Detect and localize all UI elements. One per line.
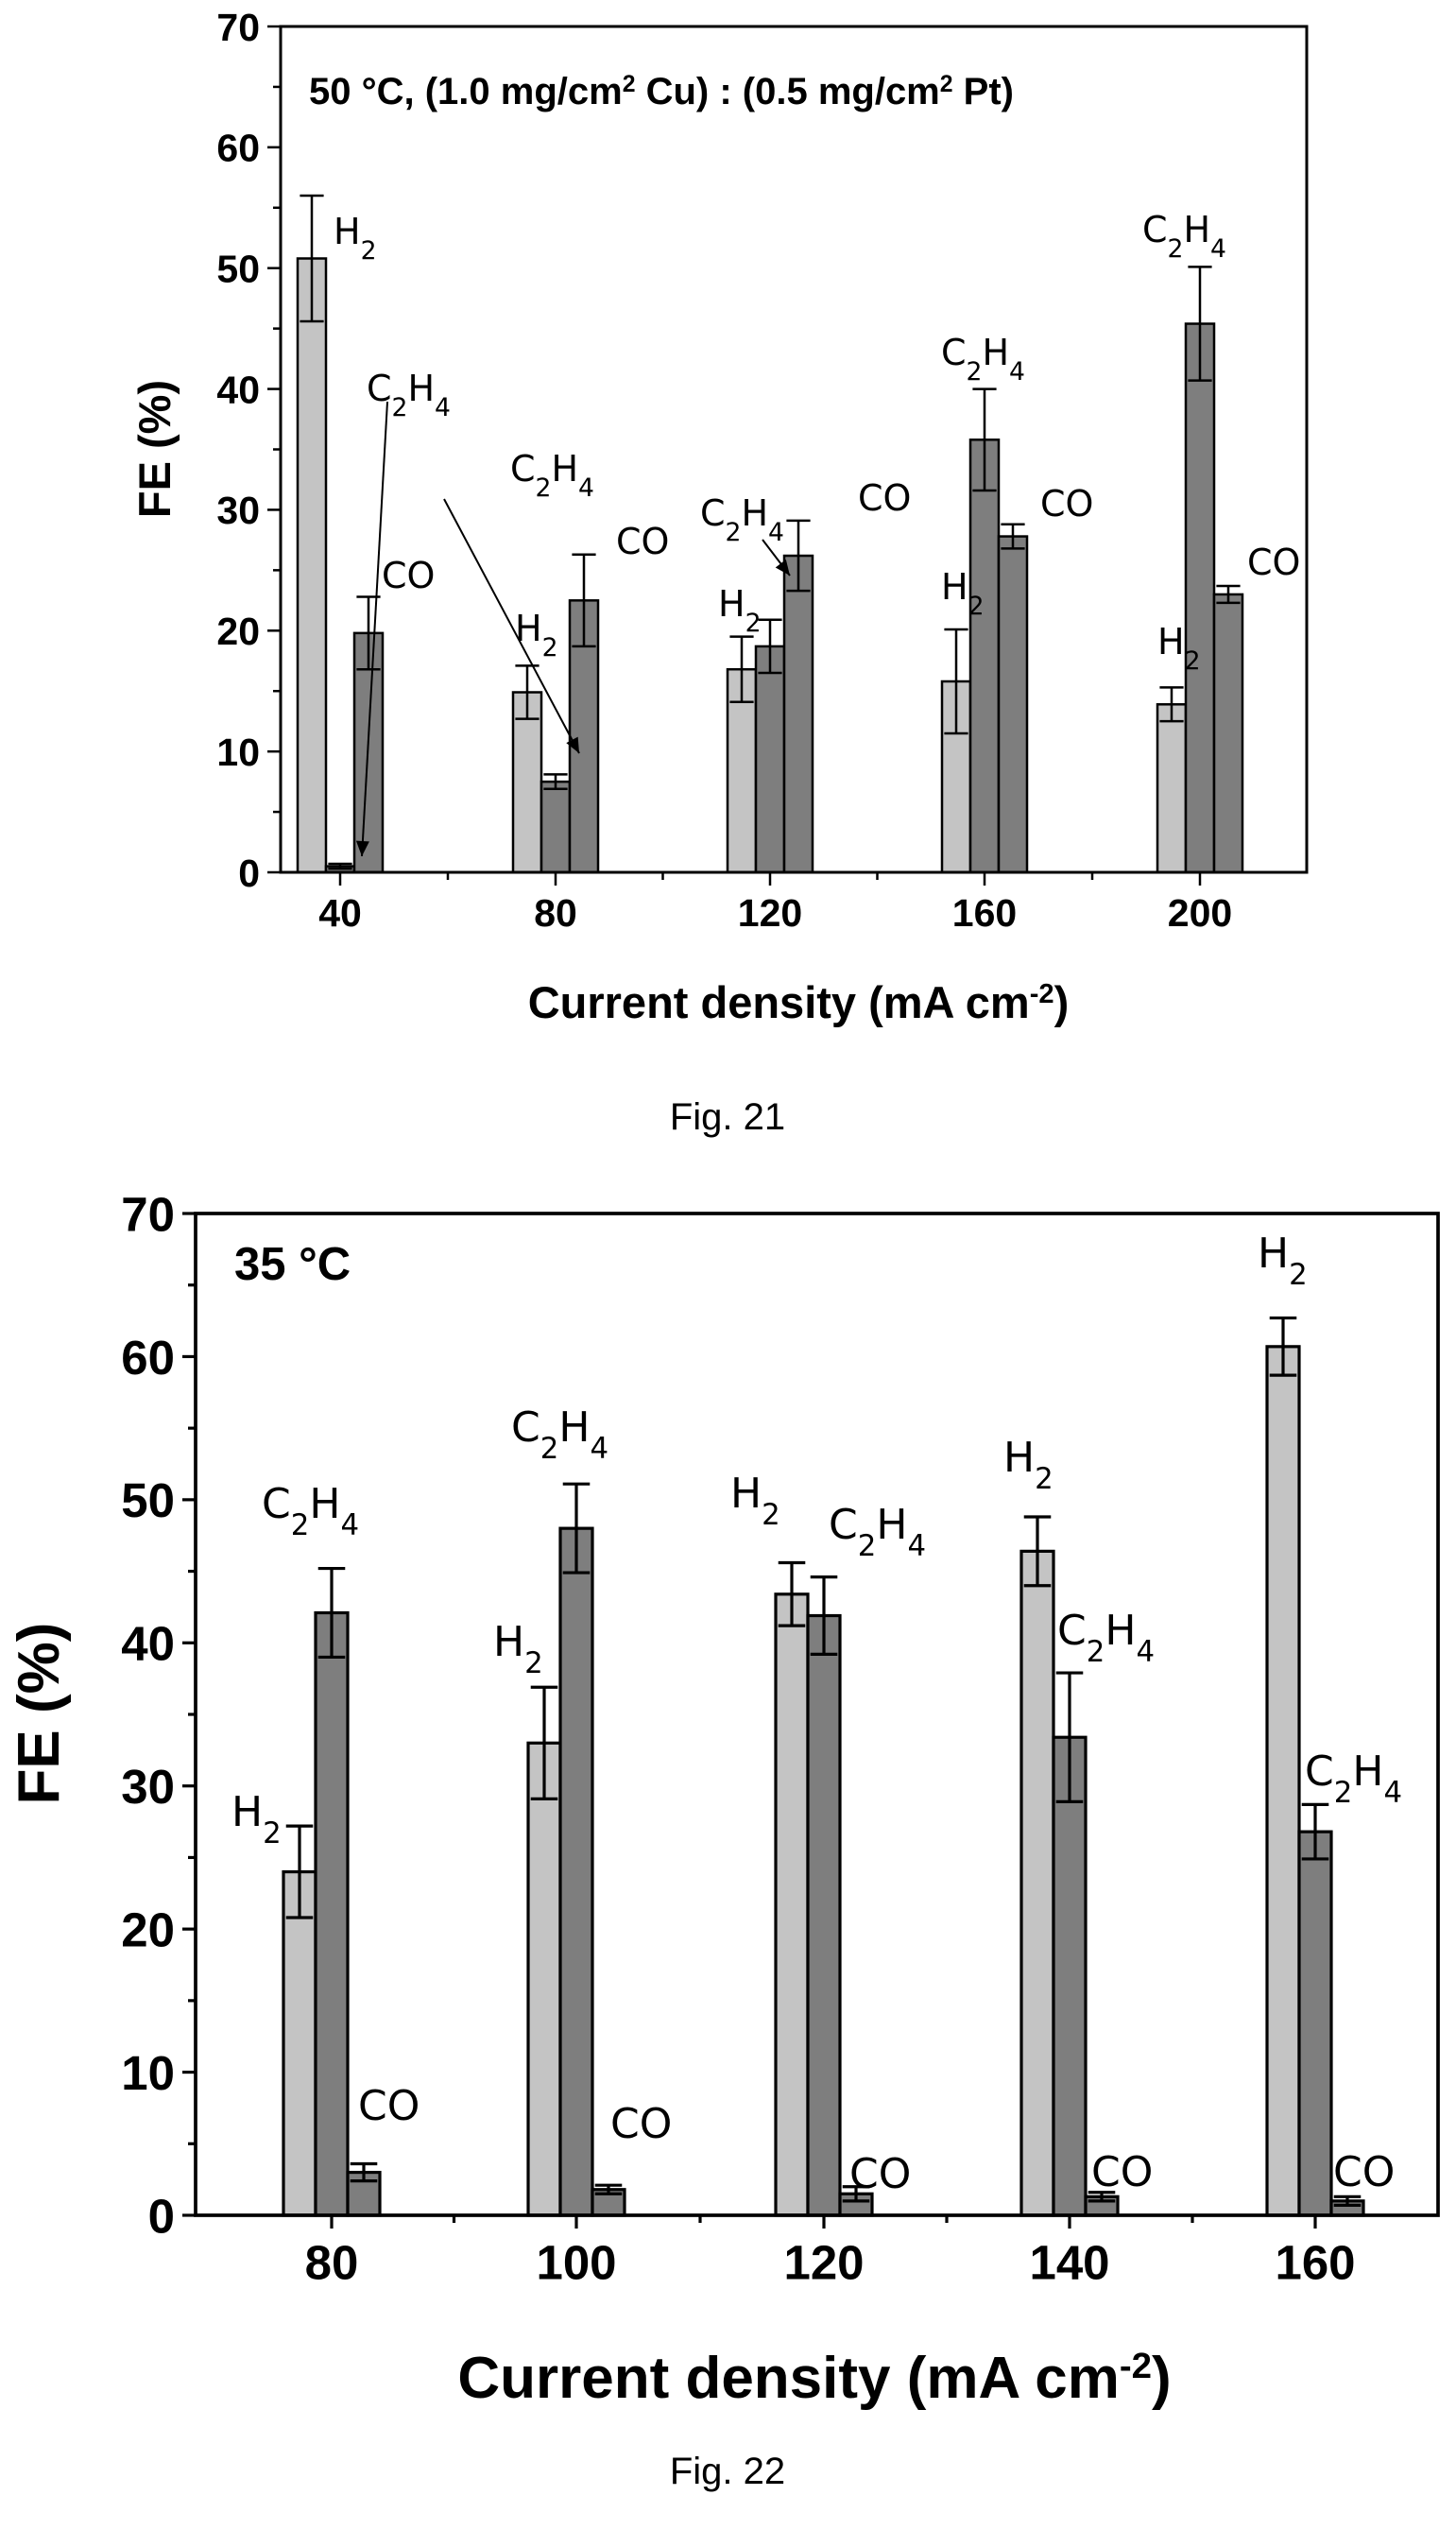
x-tick-label: 40 — [318, 891, 362, 935]
x-tick-label: 80 — [534, 891, 577, 935]
x-axis-label: Current density (mA cm-2) — [457, 2346, 1171, 2412]
y-tick-label: 50 — [121, 1473, 175, 1527]
y-tick-label: 20 — [121, 1903, 175, 1957]
annotation-h2-120: H2 — [730, 1470, 780, 1532]
x-tick-label: 80 — [305, 2236, 359, 2290]
x-tick-label: 120 — [738, 891, 802, 935]
x-tick-label: 100 — [536, 2236, 616, 2290]
y-tick-label: 70 — [121, 1187, 175, 1241]
chart-title: 50 °C, (1.0 mg/cm2 Cu) : (0.5 mg/cm2 Pt) — [309, 71, 1014, 112]
chart-title: 35 °C — [234, 1239, 351, 1290]
annotation-h2-100: H2 — [493, 1618, 543, 1680]
y-tick-label: 10 — [216, 731, 260, 774]
bar-h2-140 — [1019, 1549, 1055, 2217]
annotation-co-120: CO — [858, 477, 911, 519]
x-tick-label: 120 — [783, 2236, 864, 2290]
annotation-co-160: CO — [1040, 483, 1093, 525]
annotation-h2-140: H2 — [1003, 1434, 1053, 1496]
annotation-arrow — [361, 401, 388, 857]
annotation-arrow — [443, 498, 580, 754]
annotation-co-80: CO — [616, 521, 669, 562]
y-axis-label: FE (%) — [7, 1623, 72, 1805]
annotation-co-140: CO — [1091, 2148, 1153, 2196]
annotation-co-80: CO — [358, 2082, 420, 2130]
bar-h2-40 — [296, 257, 328, 874]
annotation-h2-160: H2 — [1258, 1230, 1308, 1292]
annotation-c2h4-80: C2H4 — [510, 448, 594, 503]
annotation-c2h4-200: C2H4 — [1142, 209, 1226, 264]
x-tick-label: 160 — [1275, 2236, 1355, 2290]
bar-h2-120 — [774, 1592, 810, 2217]
x-tick-label: 160 — [952, 891, 1017, 935]
y-tick-label: 20 — [216, 610, 260, 653]
bar-c2h4-80 — [540, 780, 572, 874]
bar-c2h4-120 — [806, 1613, 842, 2217]
arrow-head — [566, 736, 579, 753]
bar-h2-80 — [511, 691, 543, 874]
annotation-h2-120: H2 — [718, 583, 762, 638]
annotation-h2-40: H2 — [334, 211, 377, 266]
bar-h2-100 — [526, 1741, 562, 2217]
annotation-co-160: CO — [1333, 2148, 1395, 2196]
bar-c2h4-200 — [1184, 322, 1216, 874]
bar-c2h4-160 — [1297, 1830, 1333, 2217]
y-tick-label: 10 — [121, 2046, 175, 2100]
annotation-co-120: CO — [849, 2150, 911, 2198]
annotation-co-40: CO — [382, 555, 435, 596]
annotation-h2-160: H2 — [941, 566, 985, 621]
bar-c2h4-160 — [968, 439, 1001, 874]
y-tick-label: 0 — [238, 852, 260, 895]
annotation-c2h4-100: C2H4 — [511, 1403, 608, 1466]
annotation-h2-200: H2 — [1157, 621, 1201, 676]
chart-1: 0 10 20 30 40 50 60 70 40 80 120 160 200 Current dens… — [129, 6, 1309, 1138]
y-tick-label: 60 — [216, 127, 260, 170]
y-tick-label: 30 — [121, 1760, 175, 1814]
annotation-c2h4-160: C2H4 — [1305, 1747, 1402, 1810]
y-tick-label: 50 — [216, 247, 260, 290]
annotation-c2h4-120: C2H4 — [829, 1501, 926, 1563]
bar-h2-160 — [1265, 1345, 1301, 2217]
y-tick-label: 0 — [148, 2189, 175, 2243]
x-tick-label: 200 — [1168, 891, 1232, 935]
bar-c2h4-100 — [558, 1526, 594, 2217]
annotation-c2h4-120: C2H4 — [700, 492, 784, 547]
bar-h2-80 — [282, 1869, 317, 2217]
y-tick-label: 40 — [216, 368, 260, 411]
bar-co-200 — [1212, 593, 1244, 874]
arrow-head — [355, 840, 369, 856]
chart-2: 0 10 20 30 40 50 60 70 80 100 120 140 160 Current den… — [7, 1187, 1440, 2492]
y-tick-label: 70 — [216, 6, 260, 49]
annotation-h2-80: H2 — [515, 608, 558, 663]
bar-co-120 — [782, 554, 814, 874]
figure-caption: Fig. 22 — [670, 2451, 785, 2492]
x-tick-label: 140 — [1029, 2236, 1109, 2290]
bar-c2h4-80 — [314, 1610, 350, 2217]
y-tick-label: 30 — [216, 489, 260, 532]
annotation-c2h4-140: C2H4 — [1057, 1607, 1155, 1669]
annotation-c2h4-40: C2H4 — [367, 368, 451, 422]
bar-c2h4-120 — [754, 645, 786, 874]
figure-caption: Fig. 21 — [670, 1096, 785, 1138]
bar-h2-200 — [1156, 703, 1188, 874]
bar-co-160 — [997, 535, 1029, 874]
annotation-c2h4-80: C2H4 — [262, 1480, 359, 1542]
y-tick-label: 40 — [121, 1617, 175, 1671]
arrow-head — [775, 559, 790, 576]
annotation-h2-80: H2 — [231, 1788, 282, 1850]
annotation-c2h4-160: C2H4 — [941, 332, 1025, 387]
y-axis-label: FE (%) — [129, 380, 180, 518]
x-axis-label: Current density (mA cm-2) — [528, 977, 1070, 1027]
bar-c2h4-140 — [1052, 1735, 1088, 2217]
annotation-co-200: CO — [1247, 542, 1300, 583]
annotation-co-100: CO — [610, 2100, 672, 2148]
y-tick-label: 60 — [121, 1331, 175, 1385]
